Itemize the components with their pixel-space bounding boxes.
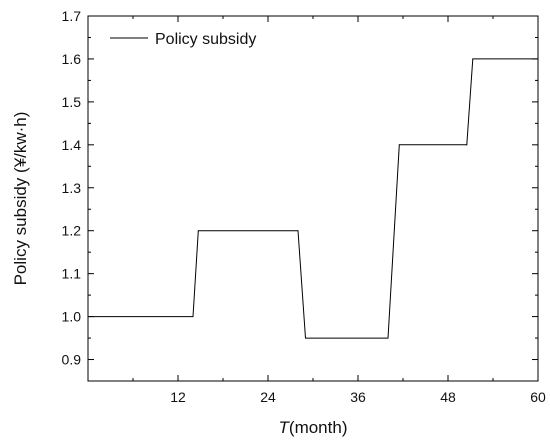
legend-label-policy-subsidy: Policy subsidy [155,31,256,48]
data-point [87,316,89,318]
x-tick-label: 36 [350,389,366,405]
y-tick-label: 0.9 [62,352,82,368]
x-tick-label: 12 [170,389,186,405]
y-tick-label: 1.1 [62,266,82,282]
y-tick-label: 1.2 [62,223,82,239]
data-point [537,58,539,60]
x-axis-title: T(month) [279,418,348,437]
series-group [87,58,539,339]
data-point [472,58,474,60]
y-tick-label: 1.0 [62,309,82,325]
x-axis-title-unit: (month) [289,418,348,437]
data-point [297,230,299,232]
x-tick-label: 60 [530,389,546,405]
x-axis-title-symbol: T [279,418,291,437]
y-tick-label: 1.6 [62,51,82,67]
data-point [398,144,400,146]
y-tick-label: 1.5 [62,94,82,110]
legend: Policy subsidy [110,31,256,48]
y-tick-label: 1.4 [62,137,82,153]
axis-ticks [88,15,539,381]
data-point [305,337,306,339]
data-point [466,144,468,146]
plot-frame [87,15,539,382]
data-point [387,337,389,339]
y-axis-title: Policy subsidy (¥/kw·h) [11,112,30,286]
data-point [192,316,194,318]
data-point [197,230,199,232]
x-tick-label: 48 [440,389,456,405]
series-line-policy-subsidy [88,58,538,339]
y-tick-label: 1.7 [62,8,82,24]
axis-tick-labels: 12 24 36 48 60 0.9 1.0 1.1 1.2 1.3 1.4 1.5 1.6 1.7 [62,8,546,405]
x-tick-label: 24 [260,389,276,405]
y-tick-label: 1.3 [62,180,82,196]
